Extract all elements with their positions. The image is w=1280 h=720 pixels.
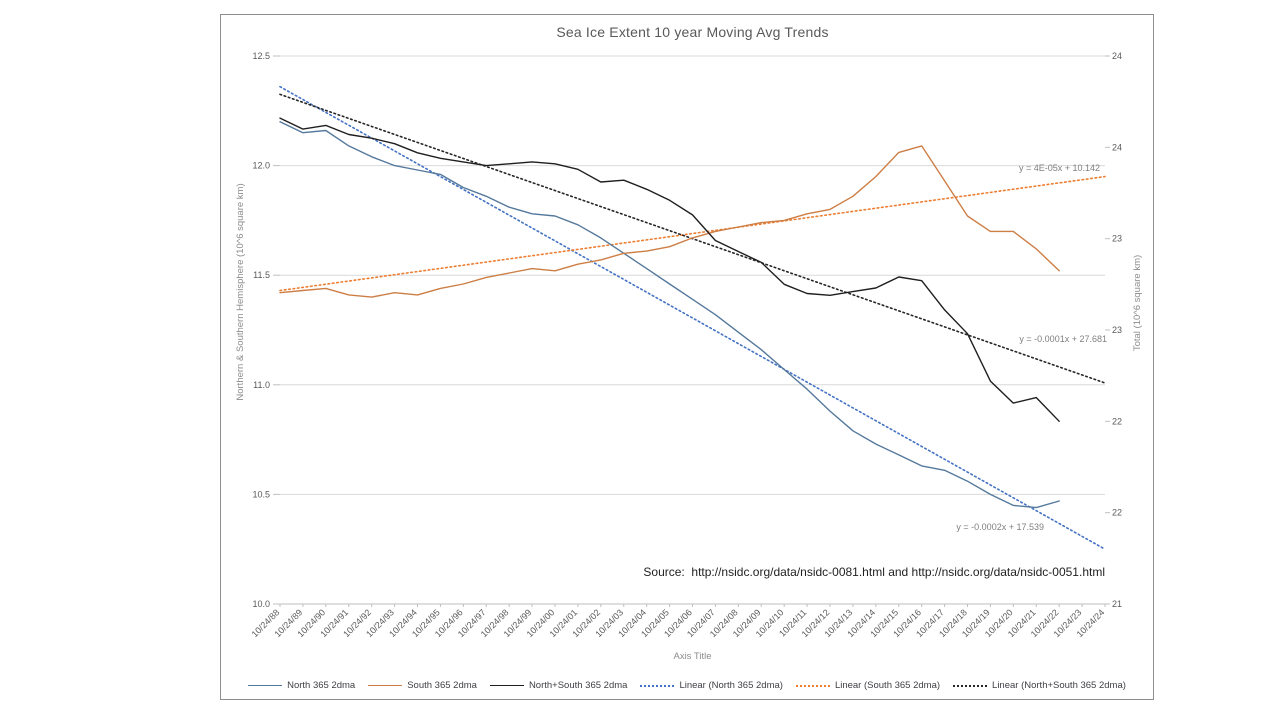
legend-item-linear-total[interactable]: Linear (North+South 365 2dma) xyxy=(953,680,1126,691)
legend-item-total[interactable]: North+South 365 2dma xyxy=(489,680,628,691)
trendline-linear-north-365-2dma[interactable] xyxy=(279,85,1106,551)
legend-item-north[interactable]: North 365 2dma xyxy=(248,680,355,691)
legend-label-south: South 365 2dma xyxy=(407,680,477,691)
trendline-equation-total: y = -0.0001x + 27.681 xyxy=(1019,334,1107,344)
legend-item-linear-south[interactable]: Linear (South 365 2dma) xyxy=(795,680,941,691)
y-left-tick-label: 12.5 xyxy=(252,51,270,61)
y-left-tick-label: 10.5 xyxy=(252,489,270,499)
y-left-tick-label: 11.5 xyxy=(253,270,270,280)
y-left-axis-title: Northern & Southern Hemisphere (10^6 squ… xyxy=(235,183,246,400)
trendline-equation-south: y = 4E-05x + 10.142 xyxy=(1018,163,1100,173)
y-right-tick-label: 24 xyxy=(1112,142,1122,152)
trendline-linear-north-south-365-2dma[interactable] xyxy=(279,93,1106,384)
legend-item-south[interactable]: South 365 2dma xyxy=(368,680,477,691)
legend-line-sample-linear-south xyxy=(795,684,830,687)
legend: North 365 2dma South 365 2dma North+Sout… xyxy=(222,680,1152,691)
series-line-north-365-2dma[interactable] xyxy=(279,121,1060,509)
y-right-tick-label: 22 xyxy=(1112,508,1122,518)
legend-label-total: North+South 365 2dma xyxy=(528,680,628,691)
y-left-tick-label: 12.0 xyxy=(252,161,270,171)
y-right-axis-title: Total (10^6 square km) xyxy=(1132,255,1143,351)
legend-item-linear-north[interactable]: Linear (North 365 2dma) xyxy=(640,680,783,691)
legend-label-linear-south: Linear (South 365 2dma) xyxy=(834,680,941,691)
source-note: Source: http://nsidc.org/data/nsidc-0081… xyxy=(643,565,1105,579)
y-right-tick-label: 21 xyxy=(1112,599,1122,609)
series-line-north-south-365-2dma[interactable] xyxy=(279,117,1060,422)
trendline-linear-south-365-2dma[interactable] xyxy=(279,175,1106,292)
y-right-tick-label: 24 xyxy=(1112,51,1122,61)
series-line-south-365-2dma[interactable] xyxy=(279,145,1060,298)
y-right-tick-label: 22 xyxy=(1112,416,1122,426)
legend-line-sample-linear-north xyxy=(640,684,675,687)
trendline-equation-north: y = -0.0002x + 17.539 xyxy=(956,522,1044,532)
x-axis-title: Axis Title xyxy=(673,651,712,662)
legend-line-sample-total xyxy=(489,685,524,686)
legend-label-linear-north: Linear (North 365 2dma) xyxy=(679,680,783,691)
legend-line-sample-linear-total xyxy=(953,684,988,687)
legend-label-north: North 365 2dma xyxy=(287,680,356,691)
y-left-tick-label: 11.0 xyxy=(253,380,270,390)
y-right-tick-label: 23 xyxy=(1112,234,1122,244)
chart-title: Sea Ice Extent 10 year Moving Avg Trends xyxy=(556,24,829,40)
legend-line-sample-south xyxy=(368,685,403,686)
y-right-tick-label: 23 xyxy=(1112,325,1122,335)
legend-label-linear-total: Linear (North+South 365 2dma) xyxy=(992,680,1126,691)
legend-line-sample-north xyxy=(248,685,283,686)
y-left-tick-label: 10.0 xyxy=(252,599,270,609)
